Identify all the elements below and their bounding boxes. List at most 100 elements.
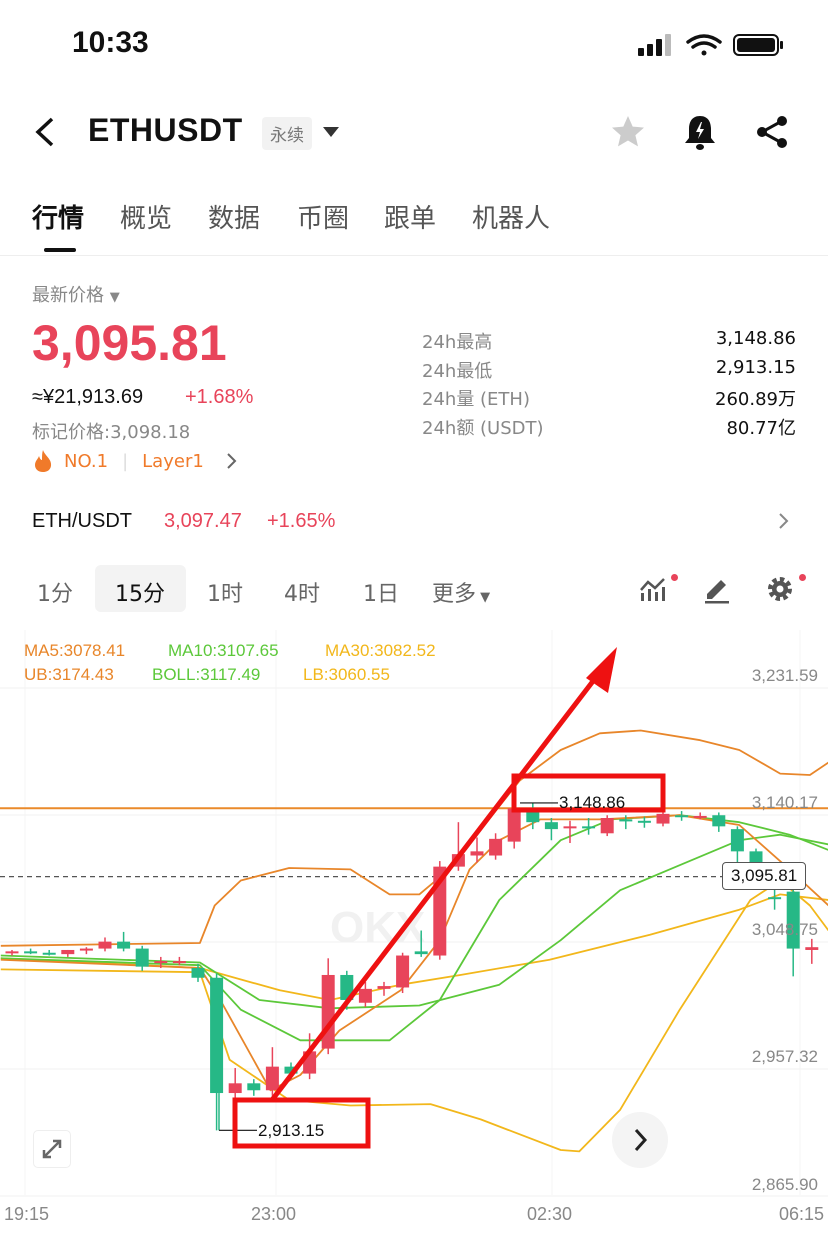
candle-down: [675, 815, 689, 818]
legend-ma10: MA10:3107.65: [168, 641, 279, 660]
scroll-to-latest-button[interactable]: [612, 1112, 668, 1168]
y-tick: 2,957.32: [751, 1047, 818, 1066]
rank-text: NO.1: [64, 450, 109, 472]
annotation-box-low: [232, 1097, 371, 1149]
last-price-label[interactable]: 最新价格 ▼: [32, 281, 120, 307]
signal-icon: [638, 34, 671, 56]
timeframe-4h[interactable]: 4时: [284, 582, 320, 607]
stat-value-turnover: 80.77亿: [726, 418, 796, 439]
star-icon[interactable]: [610, 114, 646, 150]
tab-overview[interactable]: 概览: [120, 204, 173, 234]
caret-down-icon: ▼: [109, 290, 120, 305]
chart-canvas: OKX: [0, 630, 828, 1197]
y-tick: 2,865.90: [751, 1175, 818, 1194]
battery-icon: [733, 34, 783, 56]
candle-down: [544, 822, 558, 830]
candle-down: [768, 897, 782, 900]
legend-ma5: MA5:3078.41: [24, 641, 126, 660]
wifi-icon: [686, 34, 722, 56]
symbol-dropdown-icon[interactable]: [322, 126, 340, 138]
candle-up: [61, 949, 75, 955]
candle-up: [5, 951, 19, 954]
annotation-arrow-head: [586, 647, 617, 693]
timeframe-1m[interactable]: 1分: [37, 582, 73, 607]
candle-up: [358, 988, 372, 1003]
rank-row[interactable]: NO.1 | Layer1: [32, 449, 238, 473]
legend-boll: BOLL:3117.49: [152, 665, 261, 684]
high-price-marker: 3,148.86: [559, 793, 626, 812]
ma30-line: [0, 893, 828, 1001]
spot-pair: ETH/USDT: [32, 510, 132, 532]
tab-data[interactable]: 数据: [208, 204, 261, 234]
candle-up: [507, 808, 521, 842]
notification-dot: [671, 574, 678, 581]
candle-down: [786, 891, 800, 949]
x-tick: 19:15: [4, 1204, 50, 1224]
mark-price-value: 3,098.18: [110, 422, 191, 443]
x-tick: 02:30: [527, 1204, 573, 1224]
candle-up: [172, 961, 186, 964]
tab-market[interactable]: 行情: [32, 204, 85, 234]
boll-line: [0, 833, 828, 1010]
candle-up: [321, 974, 335, 1049]
candle-up: [265, 1066, 279, 1091]
y-tick: 3,231.59: [751, 666, 818, 685]
symbol-title[interactable]: ETHUSDT: [88, 112, 243, 148]
candle-down: [42, 952, 56, 955]
candle-up: [228, 1083, 242, 1094]
separator: |: [122, 450, 129, 472]
spot-change: +1.65%: [267, 510, 336, 532]
timeframe-1d[interactable]: 1日: [363, 582, 399, 607]
candle-up: [600, 818, 614, 834]
annotation-arrow-shaft: [270, 670, 602, 1102]
stat-label-low: 24h最低: [422, 361, 493, 382]
y-tick: 3,048.75: [751, 920, 818, 939]
ma5-line: [0, 814, 828, 1092]
watermark-logo: OKX: [330, 903, 425, 952]
fullscreen-button[interactable]: [33, 1130, 71, 1168]
candle-down: [191, 968, 205, 978]
y-tick: 3,140.17: [751, 793, 818, 812]
tab-community[interactable]: 币圈: [297, 204, 350, 234]
candle-down: [749, 851, 763, 866]
mark-price-label: 标记价格:: [32, 422, 111, 443]
caret-down-icon: ▼: [476, 590, 491, 605]
notification-dot: [799, 574, 806, 581]
settings-gear-icon[interactable]: [765, 574, 795, 604]
last-price: 3,095.81: [32, 315, 227, 371]
legend-lb: LB:3060.55: [303, 665, 390, 684]
contract-type-badge: 永续: [262, 117, 312, 150]
candle-up: [563, 826, 577, 829]
draw-pencil-icon[interactable]: [702, 574, 732, 604]
fire-icon: [35, 450, 52, 472]
back-chevron-icon[interactable]: [32, 116, 58, 148]
timeframe-more[interactable]: 更多 ▼: [432, 576, 490, 608]
tab-bots[interactable]: 机器人: [472, 204, 551, 234]
low-price-marker: 2,913.15: [258, 1121, 325, 1140]
candlestick-chart[interactable]: OKX MA5:3078.41 MA10:3107.65 MA30:3082.5…: [0, 630, 828, 1234]
stat-value-low: 2,913.15: [715, 357, 796, 378]
spot-pair-row[interactable]: ETH/USDT 3,097.47 +1.65%: [0, 500, 828, 544]
share-icon[interactable]: [754, 114, 790, 150]
active-tab-indicator: [44, 248, 76, 252]
divider: [0, 255, 828, 256]
stat-label-turnover: 24h额 (USDT): [422, 418, 544, 439]
candle-down: [526, 812, 540, 823]
indicator-icon[interactable]: [638, 576, 668, 602]
timeframe-15m[interactable]: 15分: [115, 582, 165, 607]
candle-down: [582, 826, 596, 829]
timeframe-1h[interactable]: 1时: [207, 582, 243, 607]
tab-copy-trading[interactable]: 跟单: [384, 204, 437, 234]
sector-tag: Layer1: [142, 450, 204, 472]
candle-down: [340, 974, 354, 1000]
legend-ub: UB:3174.43: [24, 665, 114, 684]
status-time: 10:33: [72, 26, 149, 59]
candle-up: [79, 948, 93, 951]
annotation-box-high: [511, 773, 666, 813]
candle-down: [135, 948, 149, 967]
candle-down: [117, 941, 131, 949]
stat-label-volume: 24h量 (ETH): [422, 389, 530, 410]
x-tick: 23:00: [251, 1204, 297, 1224]
alert-bell-icon[interactable]: [683, 113, 717, 151]
candle-down: [619, 819, 633, 822]
